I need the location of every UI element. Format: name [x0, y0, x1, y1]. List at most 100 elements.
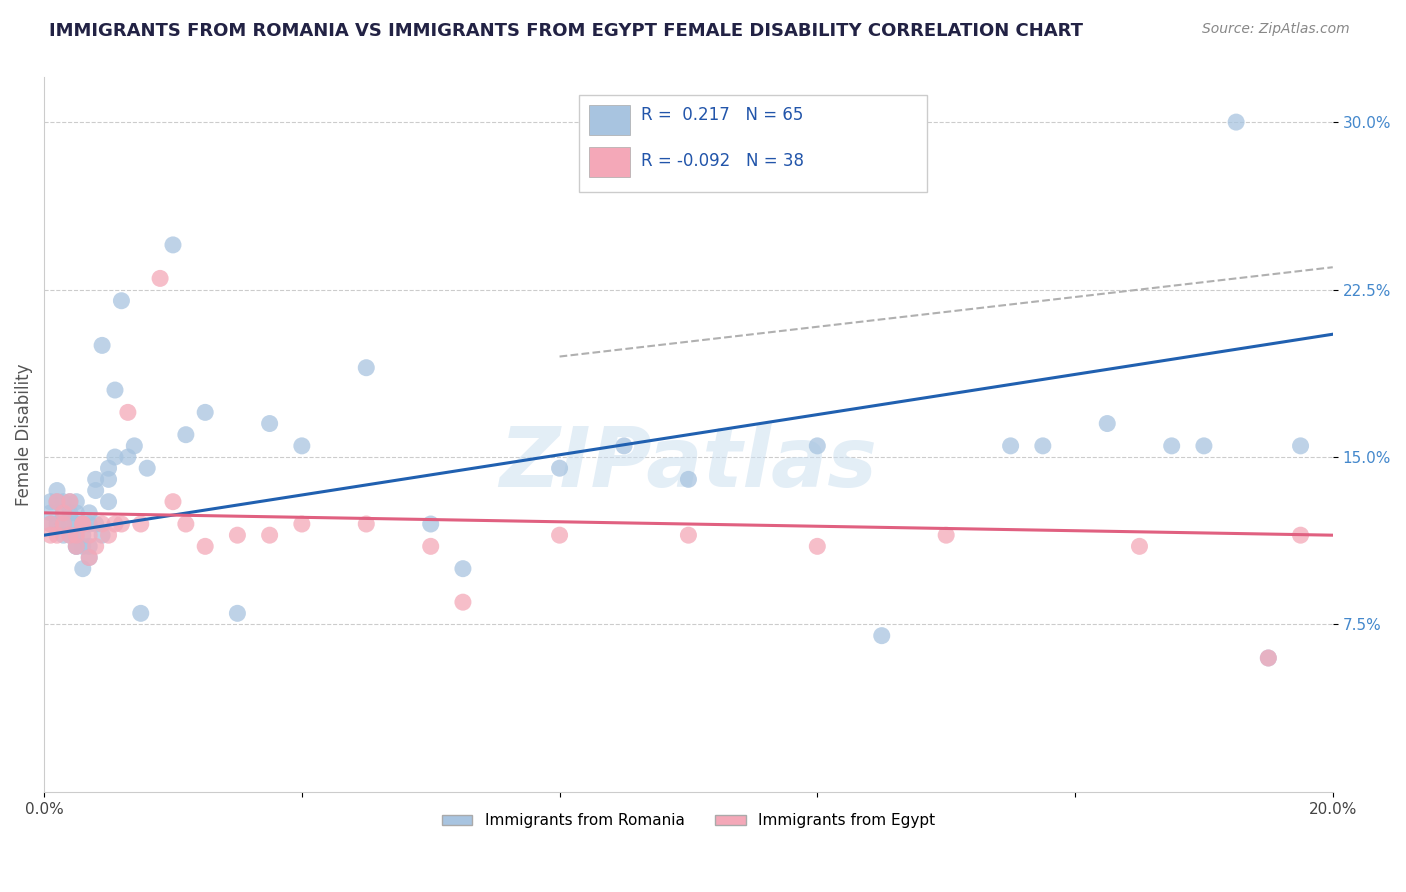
Point	[52, 516, 75, 531]
Point	[136, 461, 159, 475]
Point	[870, 629, 893, 643]
Point	[174, 427, 197, 442]
Point	[46, 516, 69, 531]
Text: ZIPatlas: ZIPatlas	[499, 423, 877, 504]
Legend: Immigrants from Romania, Immigrants from Egypt: Immigrants from Romania, Immigrants from…	[436, 807, 941, 834]
Point	[194, 405, 217, 419]
Point	[72, 539, 94, 553]
Point	[97, 528, 120, 542]
Point	[39, 516, 62, 531]
Point	[46, 528, 69, 542]
Point	[65, 494, 87, 508]
Point	[104, 450, 127, 464]
Point	[72, 516, 94, 531]
Point	[1192, 439, 1215, 453]
Point	[97, 461, 120, 475]
Point	[52, 516, 75, 531]
Point	[77, 528, 100, 542]
Point	[678, 472, 700, 486]
Point	[65, 539, 87, 553]
Point	[124, 439, 146, 453]
Text: R =  0.217   N = 65: R = 0.217 N = 65	[641, 106, 803, 124]
Point	[84, 483, 107, 498]
Point	[162, 494, 184, 508]
Point	[65, 528, 87, 542]
Text: Source: ZipAtlas.com: Source: ZipAtlas.com	[1202, 22, 1350, 37]
Point	[59, 506, 82, 520]
Point	[291, 516, 314, 531]
Point	[59, 516, 82, 531]
Point	[39, 516, 62, 531]
Point	[65, 539, 87, 553]
Point	[77, 550, 100, 565]
Point	[548, 461, 571, 475]
Point	[1257, 651, 1279, 665]
Point	[77, 516, 100, 531]
Point	[52, 494, 75, 508]
Point	[678, 528, 700, 542]
Point	[110, 516, 132, 531]
Point	[59, 494, 82, 508]
Point	[356, 516, 378, 531]
Point	[419, 516, 441, 531]
Point	[84, 516, 107, 531]
Point	[1289, 528, 1312, 542]
Point	[46, 494, 69, 508]
Point	[226, 528, 249, 542]
Point	[259, 528, 281, 542]
Point	[46, 483, 69, 498]
Point	[46, 494, 69, 508]
Point	[1225, 115, 1247, 129]
Point	[194, 539, 217, 553]
Point	[59, 528, 82, 542]
Point	[52, 528, 75, 542]
Point	[806, 539, 828, 553]
Point	[91, 516, 114, 531]
Point	[1289, 439, 1312, 453]
Point	[174, 516, 197, 531]
Point	[104, 383, 127, 397]
Point	[419, 539, 441, 553]
Point	[149, 271, 172, 285]
Point	[356, 360, 378, 375]
Point	[1000, 439, 1022, 453]
Point	[65, 516, 87, 531]
Point	[1097, 417, 1119, 431]
Point	[548, 528, 571, 542]
Text: IMMIGRANTS FROM ROMANIA VS IMMIGRANTS FROM EGYPT FEMALE DISABILITY CORRELATION C: IMMIGRANTS FROM ROMANIA VS IMMIGRANTS FR…	[49, 22, 1083, 40]
Point	[77, 539, 100, 553]
Point	[117, 450, 139, 464]
Point	[129, 516, 152, 531]
Point	[935, 528, 957, 542]
Point	[72, 528, 94, 542]
Point	[65, 506, 87, 520]
Point	[65, 528, 87, 542]
Point	[52, 506, 75, 520]
Point	[451, 595, 474, 609]
Point	[259, 417, 281, 431]
Point	[117, 405, 139, 419]
Point	[52, 506, 75, 520]
Y-axis label: Female Disability: Female Disability	[15, 363, 32, 506]
Point	[97, 494, 120, 508]
Point	[1160, 439, 1182, 453]
Point	[84, 472, 107, 486]
Point	[104, 516, 127, 531]
Point	[91, 528, 114, 542]
Point	[84, 539, 107, 553]
Point	[613, 439, 636, 453]
Point	[72, 516, 94, 531]
Point	[1257, 651, 1279, 665]
Text: R = -0.092   N = 38: R = -0.092 N = 38	[641, 152, 804, 170]
Point	[72, 516, 94, 531]
Point	[72, 562, 94, 576]
Point	[226, 607, 249, 621]
Point	[451, 562, 474, 576]
Point	[59, 494, 82, 508]
Point	[77, 550, 100, 565]
Point	[91, 338, 114, 352]
Point	[39, 528, 62, 542]
Point	[291, 439, 314, 453]
Point	[162, 238, 184, 252]
Point	[129, 607, 152, 621]
